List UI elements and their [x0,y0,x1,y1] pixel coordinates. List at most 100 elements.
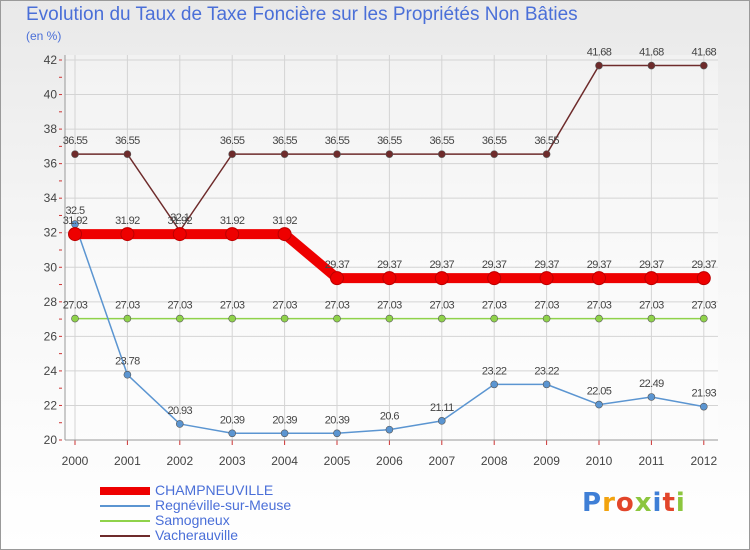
y-tick-label: 32 [44,226,58,240]
data-point-samogneux [71,314,79,323]
data-point-vacherauville [647,61,656,70]
data-label-vacherauville: 36.55 [325,135,350,147]
data-label-samogneux: 27.03 [220,300,245,312]
logo-letter: t [662,488,676,518]
data-label-vacherauville: 36.55 [534,135,559,147]
data-point-vacherauville [490,150,499,158]
x-tick-label: 2011 [638,454,664,468]
data-label-vacherauville: 36.55 [63,135,88,147]
data-point-champneuville [120,227,135,242]
x-tick-label: 2007 [428,454,455,468]
data-label-regn-ville-sur-meuse: 20.39 [325,414,350,426]
data-label-champneuville: 29.37 [639,259,664,271]
x-tick-label: 2004 [271,454,298,468]
data-point-regn-ville-sur-meuse [280,429,289,438]
data-label-regn-ville-sur-meuse: 20.93 [168,405,193,417]
data-label-vacherauville: 36.55 [482,135,507,147]
proxiti-logo-letters: Proxiti [582,488,686,518]
chart-title: Evolution du Taux de Taxe Foncière sur l… [26,4,578,25]
data-label-champneuville: 29.37 [692,259,717,271]
y-tick-label: 42 [44,53,58,67]
logo-letter: x [634,488,653,518]
data-point-regn-ville-sur-meuse [123,370,132,379]
data-point-samogneux [385,314,394,323]
data-label-vacherauville: 36.55 [430,135,455,147]
data-label-regn-ville-sur-meuse: 21.93 [692,388,717,400]
y-tick-label: 38 [44,122,58,136]
data-point-champneuville [68,227,82,242]
data-point-champneuville [172,227,187,242]
data-point-champneuville [592,271,606,286]
data-label-vacherauville: 41.68 [587,47,612,59]
plot-area [65,55,718,440]
logo-letter: r [602,488,616,518]
data-point-samogneux [699,314,708,323]
data-label-samogneux: 27.03 [482,300,507,312]
data-label-samogneux: 27.03 [587,300,612,312]
y-tick-label: 36 [44,157,58,171]
legend-swatch-champneuville [100,487,150,495]
data-label-vacherauville: 36.55 [377,135,402,147]
y-tick-label: 22 [44,398,58,412]
data-point-samogneux [437,314,446,323]
data-point-champneuville [382,271,397,286]
data-label-champneuville: 31.92 [272,215,297,227]
data-label-regn-ville-sur-meuse: 20.39 [220,414,245,426]
y-axis-unit: (en %) [26,29,62,43]
data-label-regn-ville-sur-meuse: 23.78 [115,356,140,368]
data-point-samogneux [490,314,499,323]
data-label-samogneux: 27.03 [115,300,140,312]
data-label-samogneux: 27.03 [430,300,455,312]
data-label-vacherauville: 41.68 [692,47,717,59]
data-label-champneuville: 29.37 [377,259,402,271]
data-point-vacherauville [280,150,289,158]
data-point-samogneux [333,314,341,323]
logo-letter: i [675,488,686,518]
data-label-champneuville: 29.37 [534,259,559,271]
legend-label-champneuville: CHAMPNEUVILLE [155,482,274,498]
data-label-regn-ville-sur-meuse: 22.05 [587,386,612,398]
data-point-vacherauville [123,150,132,158]
x-tick-label: 2000 [62,454,89,468]
y-tick-label: 30 [44,260,58,274]
data-label-samogneux: 27.03 [63,300,88,312]
data-point-samogneux [595,314,603,323]
data-label-samogneux: 27.03 [377,300,402,312]
data-point-regn-ville-sur-meuse [490,380,499,389]
data-label-vacherauville: 36.55 [220,135,245,147]
data-point-vacherauville [437,150,446,158]
data-label-samogneux: 27.03 [639,300,664,312]
data-point-regn-ville-sur-meuse [176,420,184,428]
data-point-samogneux [228,314,236,323]
data-label-regn-ville-sur-meuse: 21.11 [430,402,454,414]
x-tick-label: 2008 [481,454,508,468]
legend-item-champneuville: CHAMPNEUVILLE [100,482,360,499]
data-label-samogneux: 27.03 [168,300,193,312]
data-point-vacherauville [699,61,708,70]
data-label-regn-ville-sur-meuse: 20.39 [272,414,297,426]
data-label-regn-ville-sur-meuse: 22.49 [639,378,664,390]
data-label-regn-ville-sur-meuse: 23.22 [482,365,507,377]
logo-letter: o [615,488,635,518]
logo-letter: P [582,488,603,518]
legend-label-vacherauville: Vacherauville [155,527,239,543]
data-point-champneuville [225,227,240,242]
data-point-samogneux [647,314,656,323]
data-point-regn-ville-sur-meuse [542,380,551,389]
data-point-vacherauville [595,61,603,70]
data-point-champneuville [330,271,344,286]
data-point-vacherauville [385,150,394,158]
data-point-vacherauville [333,150,341,158]
data-point-regn-ville-sur-meuse [699,402,708,411]
data-point-regn-ville-sur-meuse [228,429,236,438]
data-label-samogneux: 27.03 [272,300,297,312]
data-label-vacherauville: 32.1 [170,212,189,224]
proxiti-logo: Proxiti [582,488,686,518]
data-point-champneuville [539,271,554,286]
x-tick-label: 2003 [219,454,246,468]
data-point-samogneux [542,314,551,323]
data-point-champneuville [644,271,659,286]
data-label-champneuville: 31.92 [115,215,140,227]
data-label-samogneux: 27.03 [325,300,350,312]
